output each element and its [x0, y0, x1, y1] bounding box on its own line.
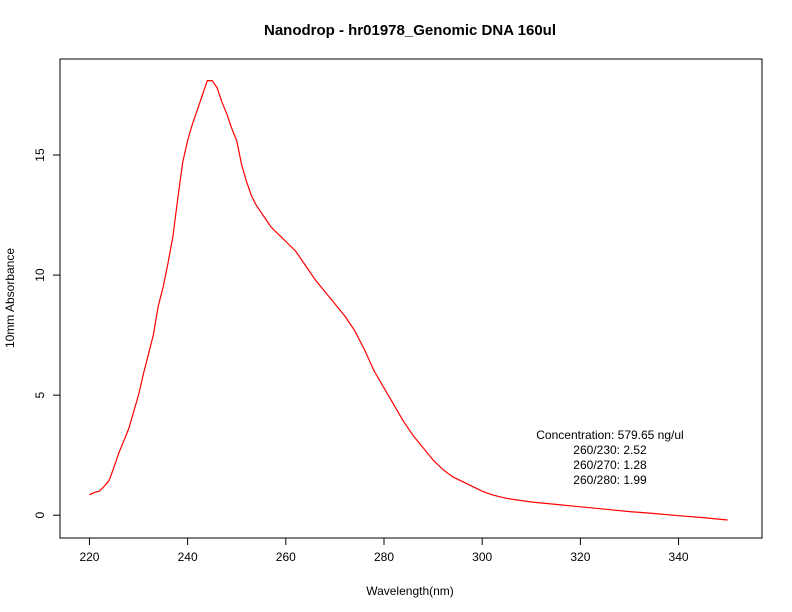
- y-tick-label: 5: [33, 391, 47, 398]
- y-axis-label: 10mm Absorbance: [3, 248, 17, 348]
- chart-title: Nanodrop - hr01978_Genomic DNA 160ul: [264, 22, 556, 39]
- x-tick-label: 300: [472, 550, 492, 564]
- y-axis: 0 5 10 15: [33, 148, 60, 519]
- series-group: [89, 79, 728, 521]
- x-axis-label: Wavelength(nm): [366, 584, 454, 598]
- absorbance-line: [89, 79, 728, 521]
- y-tick-label: 10: [33, 268, 47, 282]
- x-tick-label: 340: [669, 550, 689, 564]
- y-tick-label: 15: [33, 148, 47, 162]
- x-tick-label: 280: [374, 550, 394, 564]
- y-tick-label: 0: [33, 512, 47, 519]
- x-axis: 220 240 260 280 300 320 340: [79, 538, 689, 564]
- annotation-line: 260/280: 1.99: [573, 473, 647, 487]
- plot-frame: [59, 58, 763, 539]
- annotation-line: 260/230: 2.52: [573, 443, 647, 457]
- annotation-line: Concentration: 579.65 ng/ul: [536, 428, 683, 442]
- x-tick-label: 220: [79, 550, 99, 564]
- annotation-line: 260/270: 1.28: [573, 458, 647, 472]
- x-tick-label: 260: [276, 550, 296, 564]
- x-tick-label: 320: [570, 550, 590, 564]
- x-tick-label: 240: [178, 550, 198, 564]
